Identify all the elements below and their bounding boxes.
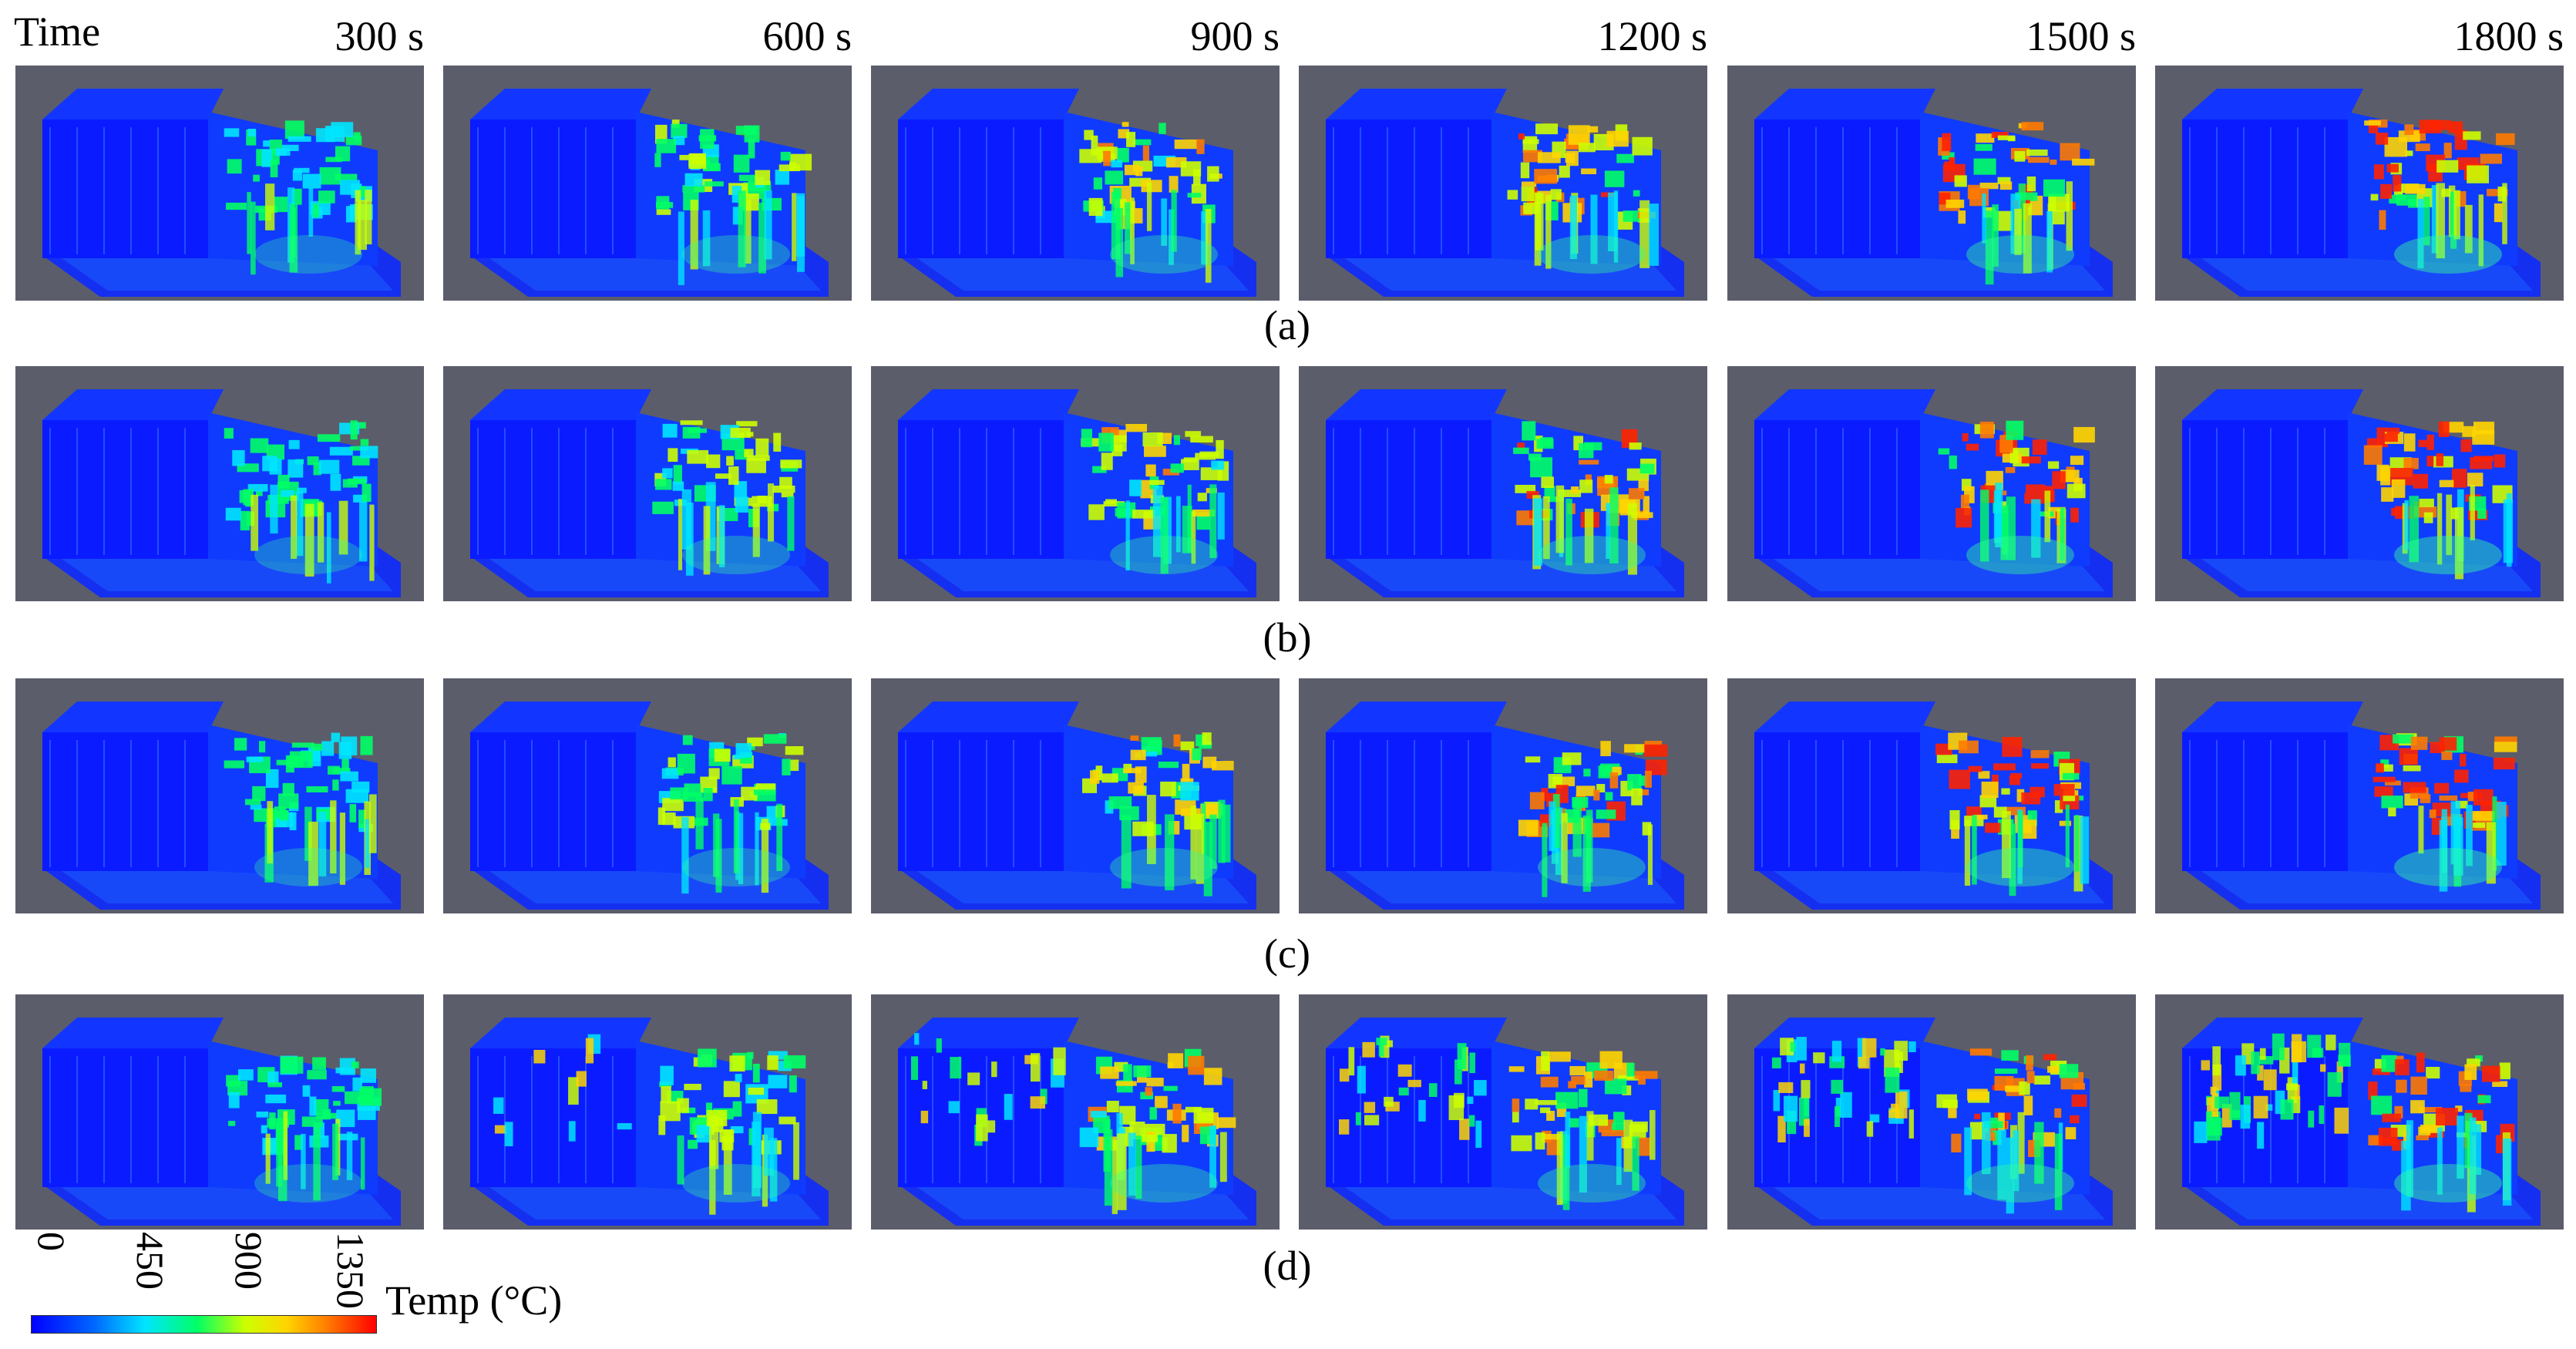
row-label-3: (d) [1263, 1243, 1312, 1289]
building-model [898, 89, 1256, 297]
row-label-1: (b) [1263, 614, 1312, 661]
building-model [1326, 89, 1684, 297]
building-model [470, 89, 829, 297]
building-model [1326, 1018, 1684, 1226]
time-header-1: 600 s [762, 13, 852, 59]
building-model [1754, 89, 2113, 297]
thermal-render-panel [1727, 678, 2136, 913]
thermal-render-panel [871, 66, 1280, 301]
building-model [2182, 701, 2541, 910]
thermal-render-panel [15, 366, 424, 601]
thermal-render-panel [15, 66, 424, 301]
building-model [470, 1018, 829, 1226]
thermal-render-panel [2155, 366, 2564, 601]
building-model [898, 389, 1256, 597]
thermal-render-panel [443, 366, 852, 601]
thermal-render-panel [871, 678, 1280, 913]
row-label-0: (a) [1264, 302, 1310, 348]
building-model [1326, 701, 1684, 910]
colorbar-title: Temp (°C) [385, 1277, 563, 1324]
thermal-render-panel [1727, 994, 2136, 1230]
building-model [2182, 389, 2541, 597]
building-model [898, 1018, 1256, 1226]
building-model [1754, 1018, 2113, 1226]
thermal-render-panel [15, 678, 424, 913]
thermal-render-panel [2155, 994, 2564, 1230]
time-header-2: 900 s [1190, 13, 1280, 59]
building-model [470, 701, 829, 910]
colorbar-tick: 1350 [329, 1232, 372, 1309]
thermal-render-panel [1727, 66, 2136, 301]
building-model [1326, 389, 1684, 597]
building-model [42, 89, 401, 297]
time-header-5: 1800 s [2453, 13, 2564, 59]
thermal-render-panel [443, 994, 852, 1230]
thermal-render-panel [1299, 678, 1707, 913]
building-model [2182, 89, 2541, 297]
temperature-colorbar: 0 450 900 1350 Temp (°C) [30, 1232, 562, 1340]
time-axis-label: Time [14, 8, 101, 55]
thermal-render-panel [2155, 678, 2564, 913]
row-label-2: (c) [1264, 930, 1310, 977]
building-model [470, 389, 829, 597]
thermal-render-panel [15, 994, 424, 1230]
colorbar-tick: 450 [129, 1232, 172, 1290]
thermal-render-panel [1299, 994, 1707, 1230]
time-header-0: 300 s [335, 13, 424, 59]
colorbar-tick: 0 [30, 1232, 73, 1251]
colorbar-gradient [31, 1315, 377, 1334]
thermal-render-panel [443, 678, 852, 913]
colorbar-tick: 900 [227, 1232, 271, 1290]
thermal-render-panel [1299, 66, 1707, 301]
building-model [42, 1018, 401, 1226]
thermal-render-panel [443, 66, 852, 301]
building-model [42, 701, 401, 910]
building-model [42, 389, 401, 597]
thermal-render-panel [871, 994, 1280, 1230]
thermal-render-panel [871, 366, 1280, 601]
building-model [1754, 389, 2113, 597]
time-header-3: 1200 s [1597, 13, 1707, 59]
building-model [2182, 1018, 2541, 1226]
thermal-render-panel [2155, 66, 2564, 301]
thermal-render-panel [1727, 366, 2136, 601]
building-model [898, 701, 1256, 910]
building-model [1754, 701, 2113, 910]
thermal-render-panel [1299, 366, 1707, 601]
time-header-4: 1500 s [2026, 13, 2136, 59]
